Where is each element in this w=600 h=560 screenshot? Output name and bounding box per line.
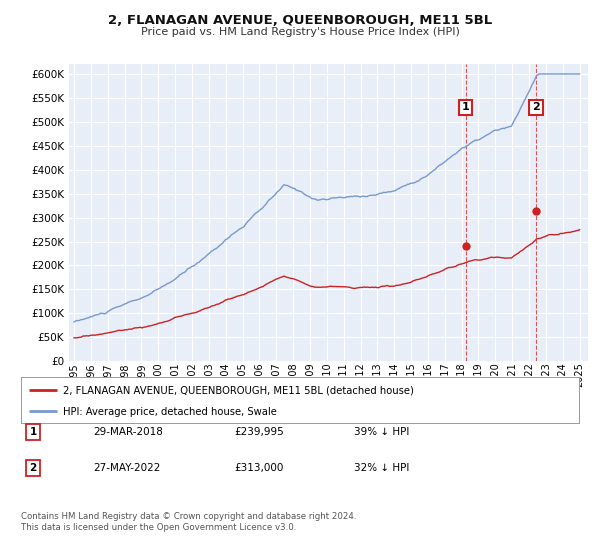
Text: 29-MAR-2018: 29-MAR-2018: [93, 427, 163, 437]
Text: 32% ↓ HPI: 32% ↓ HPI: [354, 463, 409, 473]
Text: Contains HM Land Registry data © Crown copyright and database right 2024.
This d: Contains HM Land Registry data © Crown c…: [21, 512, 356, 532]
Text: £313,000: £313,000: [234, 463, 283, 473]
Text: 2: 2: [532, 102, 540, 113]
Text: Price paid vs. HM Land Registry's House Price Index (HPI): Price paid vs. HM Land Registry's House …: [140, 27, 460, 37]
Text: 2: 2: [29, 463, 37, 473]
Text: 1: 1: [29, 427, 37, 437]
Text: £239,995: £239,995: [234, 427, 284, 437]
Text: 2, FLANAGAN AVENUE, QUEENBOROUGH, ME11 5BL (detached house): 2, FLANAGAN AVENUE, QUEENBOROUGH, ME11 5…: [63, 386, 414, 396]
Text: HPI: Average price, detached house, Swale: HPI: Average price, detached house, Swal…: [63, 407, 277, 417]
Text: 2, FLANAGAN AVENUE, QUEENBOROUGH, ME11 5BL: 2, FLANAGAN AVENUE, QUEENBOROUGH, ME11 5…: [108, 14, 492, 27]
Text: 1: 1: [462, 102, 470, 113]
Text: 39% ↓ HPI: 39% ↓ HPI: [354, 427, 409, 437]
Text: 27-MAY-2022: 27-MAY-2022: [93, 463, 160, 473]
